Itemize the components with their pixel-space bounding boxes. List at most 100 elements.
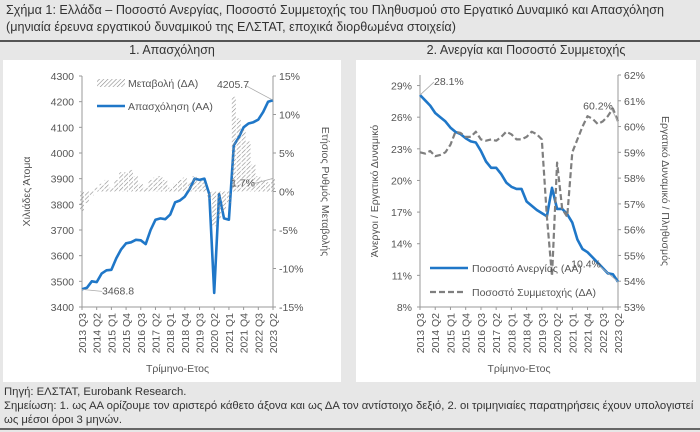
- change-bar: [163, 179, 168, 192]
- y-tick-label: 3400: [51, 302, 75, 314]
- x-tick-label: 2017 Q2: [150, 313, 162, 353]
- y2-tick-label: 5%: [279, 148, 294, 160]
- x-tick-label: 2022 Q3: [253, 313, 265, 353]
- y-tick-label: 4000: [51, 148, 75, 160]
- change-bar: [192, 176, 197, 192]
- change-bar: [89, 191, 94, 196]
- change-bar: [94, 187, 99, 192]
- y2-tick-label: -5%: [279, 225, 298, 237]
- x-tick-label: 2022 Q3: [598, 313, 610, 353]
- unemployment-line: [419, 94, 620, 283]
- y-tick-label: 26%: [391, 112, 412, 124]
- annotation-leader: [254, 178, 274, 184]
- y2-tick-label: 54%: [624, 276, 645, 288]
- legend-swatch-change: [97, 79, 125, 87]
- legend-label: Ποσοστό Ανεργίας (ΑΑ): [472, 263, 582, 275]
- x-tick-label: 2014 Q2: [430, 313, 442, 353]
- change-bar: [266, 182, 271, 192]
- x-tick-label: 2013 Q3: [77, 313, 89, 353]
- y-tick-label: 3800: [51, 199, 75, 211]
- annotation-label: 28.1%: [434, 76, 464, 88]
- change-bar: [217, 191, 222, 219]
- figure-title: Σχήμα 1: Ελλάδα – Ποσοστό Ανεργίας, Ποσο…: [6, 3, 665, 34]
- y2-tick-label: 62%: [624, 70, 645, 82]
- y2-tick-label: 61%: [624, 96, 645, 108]
- y-axis-title: Χιλιάδες Άτομα: [21, 157, 33, 227]
- change-bar: [226, 191, 231, 204]
- y2-tick-label: 53%: [624, 302, 645, 314]
- change-bar: [177, 179, 182, 192]
- legend-label: Μεταβολή (ΔΑ): [128, 78, 198, 90]
- x-tick-label: 2017 Q2: [491, 313, 503, 353]
- change-bar: [168, 187, 173, 192]
- change-bar: [119, 172, 124, 192]
- change-bar: [128, 169, 133, 192]
- y2-tick-label: 59%: [624, 147, 645, 159]
- annotation-label: 4205.7: [217, 79, 249, 91]
- y-axis-title: Άνεργοι / Εργατικό Δυναμικό: [369, 125, 381, 258]
- change-bar: [182, 177, 187, 192]
- y-tick-label: 11%: [392, 270, 412, 282]
- y2-tick-label: 55%: [624, 250, 645, 262]
- legend-label: Ποσοστό Συμμετοχής (ΔΑ): [472, 287, 596, 299]
- x-tick-label: 2014 Q2: [92, 313, 104, 353]
- change-bar: [148, 179, 153, 192]
- annotation-leader: [609, 106, 619, 122]
- x-tick-label: 2018 Q1: [165, 313, 177, 353]
- employment-line: [81, 98, 274, 295]
- y-tick-label: 17%: [391, 207, 412, 219]
- y-tick-label: 20%: [391, 175, 412, 187]
- y2-tick-label: 15%: [279, 71, 300, 83]
- y2-tick-label: -15%: [279, 302, 304, 314]
- y-tick-label: 3600: [51, 251, 75, 263]
- annotation-label: 3468.8: [102, 285, 134, 297]
- y-tick-label: 3900: [51, 174, 75, 186]
- bottom-divider: [0, 428, 700, 430]
- change-bar: [173, 183, 178, 192]
- annotation-leader: [244, 84, 274, 101]
- change-bar: [231, 96, 236, 192]
- change-bar: [202, 182, 207, 192]
- y-tick-label: 14%: [391, 239, 412, 251]
- x-tick-label: 2015 Q1: [106, 313, 118, 353]
- change-bar: [109, 187, 114, 192]
- x-tick-label: 2016 Q3: [476, 313, 488, 353]
- y2-tick-label: 60%: [624, 122, 645, 134]
- change-bar: [207, 191, 212, 200]
- change-bar: [256, 176, 261, 192]
- x-tick-label: 2020 Q2: [552, 313, 564, 353]
- annotation-label: 1.7%: [231, 177, 255, 189]
- x-tick-label: 2015 Q4: [121, 313, 133, 353]
- x-tick-label: 2021 Q1: [567, 313, 579, 353]
- x-tick-label: 2021 Q4: [239, 313, 251, 353]
- x-tick-label: 2013 Q3: [415, 313, 427, 353]
- change-bar: [80, 191, 84, 211]
- x-tick-label: 2021 Q1: [224, 313, 236, 353]
- x-axis-title: Τρίμηνο-Ετος: [146, 363, 209, 375]
- annotation-leader: [81, 288, 103, 292]
- y-tick-label: 29%: [391, 81, 412, 93]
- change-bar: [104, 179, 109, 192]
- change-bar: [153, 177, 158, 192]
- panel-title-employment: 1. Απασχόληση: [129, 43, 215, 57]
- annotation-label: 60.2%: [583, 100, 613, 112]
- employment-panel: [3, 60, 341, 382]
- x-tick-label: 2019 Q3: [195, 313, 207, 353]
- change-bar: [99, 183, 104, 192]
- y-tick-label: 4300: [51, 71, 75, 83]
- y2-tick-label: 57%: [624, 199, 645, 211]
- y2-axis-title: Εργατικό Δυναμικό / Πληθυσμός: [659, 116, 671, 266]
- change-bar: [222, 191, 227, 211]
- change-bar: [158, 176, 163, 192]
- annotation-label: 10.4%: [571, 259, 601, 271]
- change-bar: [143, 187, 148, 192]
- change-bar: [241, 129, 246, 192]
- y-tick-label: 4100: [51, 122, 75, 134]
- participation-line: [419, 107, 620, 278]
- y-tick-label: 23%: [391, 144, 412, 156]
- y-tick-label: 4200: [51, 97, 75, 109]
- change-bar: [133, 176, 138, 192]
- y2-tick-label: 0%: [279, 187, 294, 199]
- y2-axis-title: Ετήσιος Ρυθμός Μεταβολής: [319, 127, 331, 256]
- x-tick-label: 2023 Q2: [613, 313, 625, 353]
